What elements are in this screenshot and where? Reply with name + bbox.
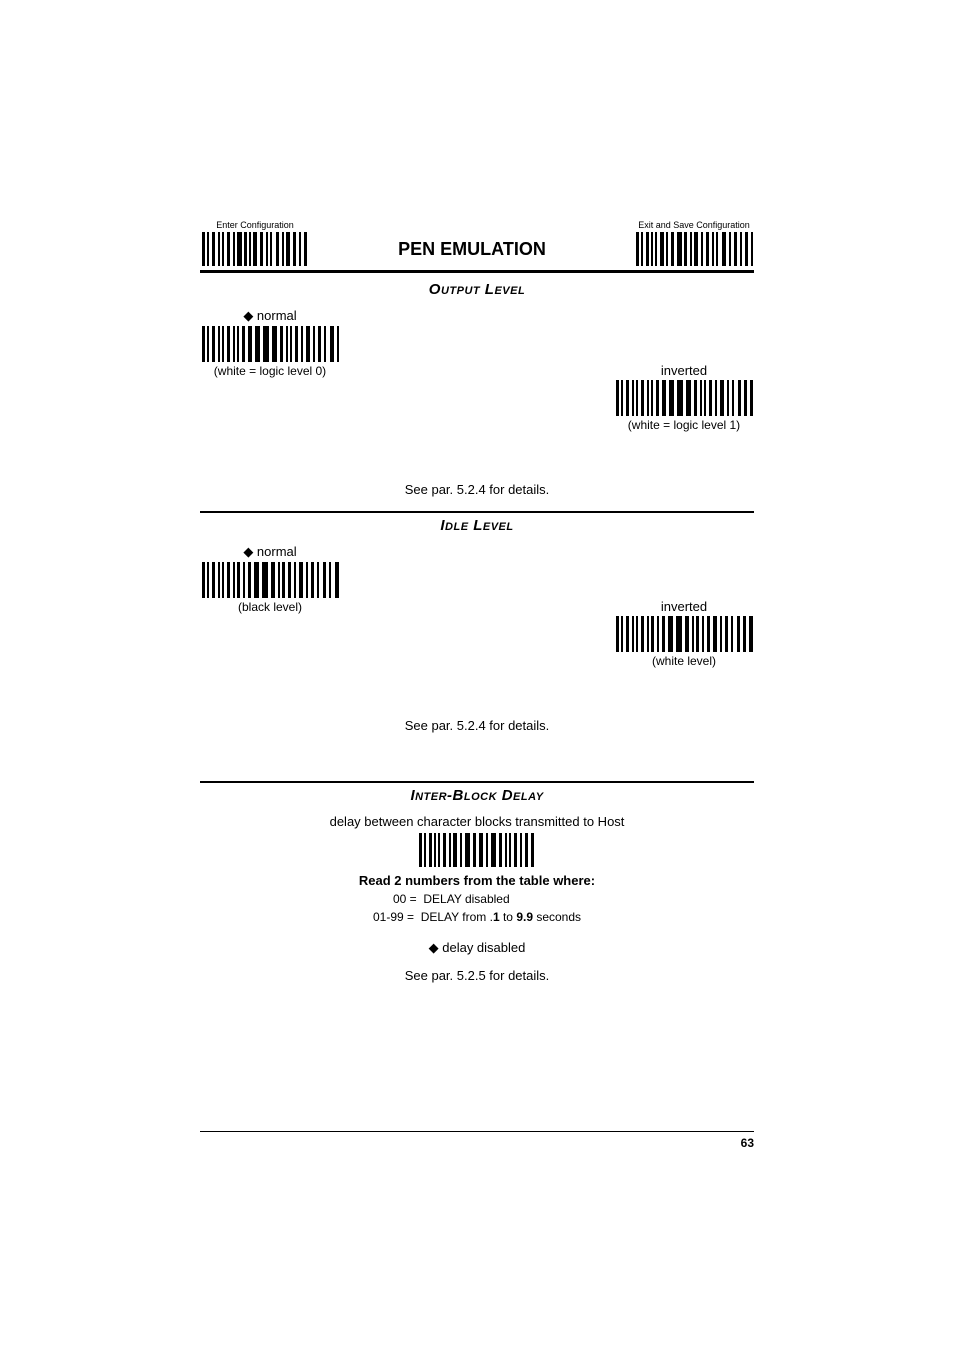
output-normal-sub: (white = logic level 0)	[200, 364, 340, 378]
delay-default: ◆ delay disabled	[429, 940, 526, 956]
output-normal-label: ◆ normal	[200, 308, 340, 324]
idle-inverted-sub: (white level)	[614, 654, 754, 668]
idle-level-note: See par. 5.2.4 for details.	[200, 718, 754, 733]
output-level-options: ◆ normal (white = logic level 0) inverte…	[200, 308, 754, 478]
idle-normal-label: ◆ normal	[200, 544, 340, 560]
barcode-inter-block	[417, 833, 537, 867]
output-normal-group: ◆ normal (white = logic level 0)	[200, 308, 340, 378]
output-inverted-sub: (white = logic level 1)	[614, 418, 754, 432]
section-title-inter-block: Inter-Block Delay	[200, 787, 754, 804]
section-title-output-level: Output Level	[200, 281, 754, 298]
header-rule	[200, 270, 754, 273]
barcode-exit-config	[634, 232, 754, 266]
inter-block-content: delay between character blocks transmitt…	[200, 814, 754, 983]
idle-normal-group: ◆ normal (black level)	[200, 544, 340, 614]
read-instruction-title: Read 2 numbers from the table where:	[200, 873, 754, 888]
page: Enter Configuration PEN EMULATION Exit a…	[0, 0, 954, 1350]
idle-inverted-group: inverted (white level)	[614, 599, 754, 668]
header-enter-group: Enter Configuration	[200, 220, 310, 266]
read-line1-code: 00 =	[393, 892, 417, 906]
page-footer: 63	[200, 1131, 754, 1150]
read-line2-b2: 9.9	[516, 910, 533, 924]
output-inverted-group: inverted (white = logic level 1)	[614, 363, 754, 432]
read-line2-mid: to	[500, 910, 517, 924]
inter-block-note: See par. 5.2.5 for details.	[200, 968, 754, 983]
inter-block-desc: delay between character blocks transmitt…	[200, 814, 754, 829]
barcode-idle-inverted	[614, 616, 754, 652]
page-number: 63	[200, 1136, 754, 1150]
section-title-idle-level: Idle Level	[200, 517, 754, 534]
barcode-output-inverted	[614, 380, 754, 416]
read-title-text: Read 2 numbers from the table where	[359, 873, 591, 888]
exit-config-label: Exit and Save Configuration	[638, 220, 750, 230]
barcode-enter-config	[200, 232, 310, 266]
read-line2-text-a: DELAY from .	[421, 910, 493, 924]
output-inverted-label: inverted	[614, 363, 754, 378]
page-title: PEN EMULATION	[310, 239, 634, 266]
idle-normal-sub: (black level)	[200, 600, 340, 614]
header-exit-group: Exit and Save Configuration	[634, 220, 754, 266]
footer-rule	[200, 1131, 754, 1132]
barcode-idle-normal	[200, 562, 340, 598]
read-line2-code: 01-99 =	[373, 910, 414, 924]
idle-level-rule	[200, 511, 754, 513]
header-row: Enter Configuration PEN EMULATION Exit a…	[200, 220, 754, 266]
read-instruction-lines: 00 = DELAY disabled 01-99 = DELAY from .…	[373, 890, 581, 926]
inter-block-rule	[200, 781, 754, 783]
read-line1-text: DELAY disabled	[423, 892, 509, 906]
read-line2-end: seconds	[533, 910, 581, 924]
idle-inverted-label: inverted	[614, 599, 754, 614]
idle-level-options: ◆ normal (black level) inverted (white l…	[200, 544, 754, 714]
barcode-output-normal	[200, 326, 340, 362]
read-line2-b1: 1	[493, 910, 500, 924]
read-line-1: 00 = DELAY disabled	[373, 890, 581, 908]
enter-config-label: Enter Configuration	[216, 220, 294, 230]
read-title-colon: :	[591, 873, 595, 888]
output-level-note: See par. 5.2.4 for details.	[200, 482, 754, 497]
read-line-2: 01-99 = DELAY from .1 to 9.9 seconds	[373, 908, 581, 926]
